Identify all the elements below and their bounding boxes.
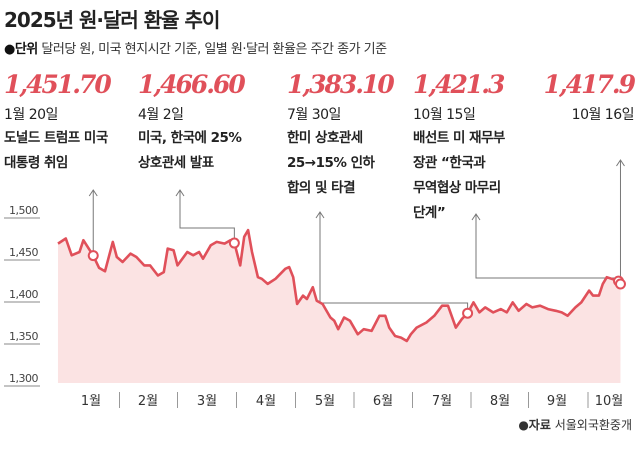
y-tick-label: 1,500	[9, 204, 38, 217]
annotation-date: 1월 20일	[4, 107, 58, 123]
annotation-apr2: 1,466.60 4월 2일 미국, 한국에 25% 상호관세 발표	[138, 68, 246, 176]
annotation-marker	[614, 278, 626, 290]
annotation-text: 도널드 트럼프 미국 대통령 취임	[4, 130, 108, 171]
unit-label: ●단위	[4, 42, 38, 57]
annotation-value: 1,383.10	[287, 70, 395, 99]
y-tick-label: 1,400	[9, 288, 38, 301]
x-tick-label: 7월	[432, 394, 452, 409]
arrow-up-icon	[471, 213, 481, 221]
area-fill	[57, 230, 621, 383]
arrow-up-icon	[175, 189, 185, 197]
annotation-value: 1,451.70	[4, 70, 112, 99]
annotation-date: 7월 30일	[287, 107, 341, 123]
x-tick-label: 6월	[373, 394, 393, 409]
x-tick-label: 4월	[256, 394, 276, 409]
x-tick-label: 10월	[595, 394, 624, 409]
x-tick-label: 5월	[315, 394, 335, 409]
annotation-oct15: 1,421.3 10월 15일 배선트 미 재무부 장관 “한국과 무역협상 마…	[413, 68, 505, 226]
annotation-marker	[87, 250, 99, 262]
annotation-date: 4월 2일	[138, 107, 184, 123]
source-label: ●자료	[518, 418, 551, 432]
annotation-date: 10월 16일	[571, 107, 635, 123]
arrow-up-icon	[616, 159, 625, 167]
arrow-up-icon	[88, 189, 98, 197]
annotation-jul30: 1,383.10 7월 30일 한미 상호관세 25→15% 인하 합의 및 타…	[287, 68, 395, 201]
arrow-up-icon	[315, 211, 325, 219]
y-tick-label: 1,300	[9, 372, 38, 385]
unit-text: 달러당 원, 미국 현지시간 기준, 일별 원·달러 환율은 주간 종가 기준	[37, 42, 387, 57]
chart-title: 2025년 원·달러 환율 추이	[4, 8, 220, 32]
annotation-leader-line	[319, 212, 469, 309]
unit-note: ●단위 달러당 원, 미국 현지시간 기준, 일별 원·달러 환율은 주간 종가…	[4, 38, 387, 57]
y-tick-label: 1,450	[9, 246, 38, 259]
x-tick-label: 1월	[81, 394, 101, 409]
annotation-value: 1,417.9	[543, 70, 636, 99]
x-tick-label: 9월	[547, 394, 567, 409]
annotation-text: 미국, 한국에 25% 상호관세 발표	[138, 130, 242, 171]
series-line	[57, 228, 622, 343]
source-text: 서울외국환중개	[550, 418, 632, 432]
x-tick-label: 2월	[138, 394, 158, 409]
annotation-value: 1,466.60	[138, 70, 246, 99]
y-tick-label: 1,350	[9, 330, 38, 343]
annotation-text: 한미 상호관세 25→15% 인하 합의 및 타결	[287, 130, 375, 196]
annotation-marker	[462, 307, 474, 319]
annotation-jan20: 1,451.70 1월 20일 도널드 트럼프 미국 대통령 취임	[4, 68, 112, 176]
annotation-value: 1,421.3	[413, 70, 505, 99]
annotation-date: 10월 15일	[413, 107, 476, 123]
x-tick-label: 3월	[197, 394, 217, 409]
annotation-marker	[228, 237, 240, 249]
annotation-text: 배선트 미 재무부 장관 “한국과 무역협상 마무리 단계”	[413, 130, 505, 221]
x-tick-label: 8월	[490, 394, 510, 409]
annotation-oct16: 1,417.9 10월 16일	[543, 68, 636, 126]
source-note: ●자료 서울외국환중개	[518, 416, 632, 433]
annotation-leader-line	[179, 190, 235, 239]
